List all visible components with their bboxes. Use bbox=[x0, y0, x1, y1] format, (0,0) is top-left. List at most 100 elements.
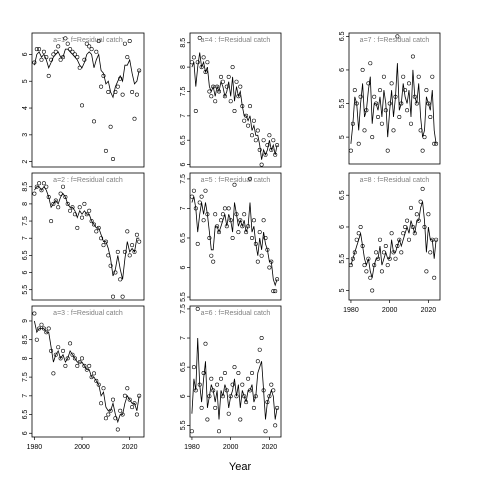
panel-6-data-point bbox=[224, 388, 229, 393]
panel-3-y-tick-label: 8 bbox=[22, 356, 29, 360]
panel-8-y-tick-label: 6.5 bbox=[339, 190, 346, 200]
panel-7-y-tick-label: 6 bbox=[339, 68, 346, 72]
panel-4-data-point bbox=[191, 55, 196, 60]
panel-2-data-point bbox=[108, 263, 113, 268]
panel-7-data-point bbox=[426, 101, 431, 106]
panel-5-data-point bbox=[207, 236, 212, 241]
panel-1-data-point bbox=[89, 47, 94, 52]
panel-7-data-point bbox=[420, 148, 425, 153]
panel-8-data-point bbox=[389, 231, 394, 236]
panel-1-data-point bbox=[111, 157, 116, 162]
panel-4-y-tick-label: 7 bbox=[180, 114, 187, 118]
panel-6-y-tick-label: 6 bbox=[180, 394, 187, 398]
panel-4-data-point bbox=[267, 133, 272, 138]
panel-2-fitted-line bbox=[34, 185, 140, 280]
panel-8-data-point bbox=[387, 256, 392, 261]
panel-1-data-point bbox=[122, 41, 127, 46]
panel-7-data-point bbox=[381, 74, 386, 79]
panel-5-data-point bbox=[253, 241, 258, 246]
panel-3-data-point bbox=[111, 397, 116, 402]
panel-5-y-tick-label: 6 bbox=[180, 265, 187, 269]
panel-5-data-point bbox=[205, 212, 210, 217]
panel-2-y-tick-label: 6 bbox=[22, 270, 29, 274]
panel-4-data-point bbox=[209, 94, 214, 99]
panel-4-data-point bbox=[269, 147, 274, 152]
panel-8-x-tick-label: 2000 bbox=[382, 307, 398, 314]
panel-8-data-point bbox=[383, 244, 388, 249]
panel-6-data-point bbox=[251, 405, 256, 410]
panel-7-data-point bbox=[432, 141, 437, 146]
panel-1-data-point bbox=[51, 52, 56, 57]
panel-2-data-point bbox=[118, 277, 123, 282]
panel-4-data-point bbox=[199, 65, 204, 70]
panel-8-frame bbox=[348, 172, 441, 301]
panel-7-data-point bbox=[393, 94, 398, 99]
panel-6-y-tick-label: 6.5 bbox=[180, 362, 187, 372]
panel-5-data-point bbox=[261, 218, 266, 223]
panel-6-data-point bbox=[240, 382, 245, 387]
panel-5-data-point bbox=[236, 230, 241, 235]
panel-2-data-point bbox=[94, 229, 99, 234]
panel-1-data-point bbox=[68, 47, 73, 52]
panel-4-data-point bbox=[271, 138, 276, 143]
panel-1-data-point bbox=[84, 41, 89, 46]
panel-7-data-point bbox=[350, 121, 355, 126]
panel-5-data-point bbox=[251, 218, 256, 223]
panel-6-title: a=6 : f=Residual catch bbox=[201, 310, 271, 317]
panel-1-y-tick-label: 2 bbox=[22, 160, 29, 164]
panel-5-data-point bbox=[234, 212, 239, 217]
panel-5-data-point bbox=[217, 230, 222, 235]
panel-8-data-point bbox=[362, 263, 367, 268]
panel-2-data-point bbox=[92, 222, 97, 227]
panel-8-data-point bbox=[397, 237, 402, 242]
panel-3-data-point bbox=[53, 352, 58, 357]
panel-6-y-tick-label: 7 bbox=[180, 336, 187, 340]
panel-6-data-point bbox=[248, 388, 253, 393]
panel-3-data-point bbox=[120, 412, 125, 417]
panel-6-data-point bbox=[257, 347, 262, 352]
panel-3-title: a=3 : f=Residual catch bbox=[53, 310, 123, 317]
panel-4-data-point bbox=[232, 109, 237, 114]
panel-3-data-point bbox=[65, 356, 70, 361]
panel-5-frame bbox=[189, 172, 282, 301]
panel-4-data-point bbox=[275, 143, 280, 148]
panel-1-y-tick-label: 4 bbox=[22, 106, 29, 110]
panel-2-data-point bbox=[65, 201, 70, 206]
panel-1-y-tick-label: 6 bbox=[22, 52, 29, 56]
panel-8-title: a=8 : f=Residual catch bbox=[360, 177, 430, 184]
panel-3-data-point bbox=[51, 371, 56, 376]
panel-1-data-point bbox=[127, 38, 132, 43]
panel-5-data-point bbox=[255, 259, 260, 264]
panel-8-data-point bbox=[408, 205, 413, 210]
panel-3-data-point bbox=[72, 356, 77, 361]
panel-5-data-point bbox=[222, 206, 227, 211]
panel-7-data-point bbox=[375, 115, 380, 120]
panel-4-data-point bbox=[250, 133, 255, 138]
panel-5-data-point bbox=[211, 259, 216, 264]
panel-1-data-point bbox=[96, 38, 101, 43]
panel-2-data-point bbox=[75, 225, 80, 230]
panel-2-data-point bbox=[132, 249, 137, 254]
panel-3-data-point bbox=[70, 352, 75, 357]
panel-3-y-tick-label: 8.5 bbox=[22, 335, 29, 345]
panel-3-frame bbox=[31, 305, 145, 438]
panel-3-data-point bbox=[46, 326, 51, 331]
panel-8-data-point bbox=[399, 250, 404, 255]
panel-1-data-point bbox=[99, 84, 104, 89]
panel-2-data-point bbox=[53, 198, 58, 203]
panel-4-data-point bbox=[273, 152, 278, 157]
panel-4-data-point bbox=[220, 79, 225, 84]
panel-4-data-point bbox=[226, 74, 231, 79]
panel-1-data-point bbox=[77, 65, 82, 70]
panel-7-data-point bbox=[348, 148, 353, 153]
panel-6: a=6 : f=Residual catch 5.5 6 6.5 7 7.5 1980 200… bbox=[180, 304, 282, 451]
panel-6-data-point bbox=[199, 405, 204, 410]
panel-2-data-point bbox=[113, 270, 118, 275]
panel-8-data-point bbox=[381, 250, 386, 255]
panel-8-data-point bbox=[348, 263, 353, 268]
panel-7-data-point bbox=[405, 108, 410, 113]
panel-3-x-tick-label: 2020 bbox=[122, 444, 138, 451]
panel-4-data-point bbox=[255, 128, 260, 133]
panel-6-data-point bbox=[220, 394, 225, 399]
